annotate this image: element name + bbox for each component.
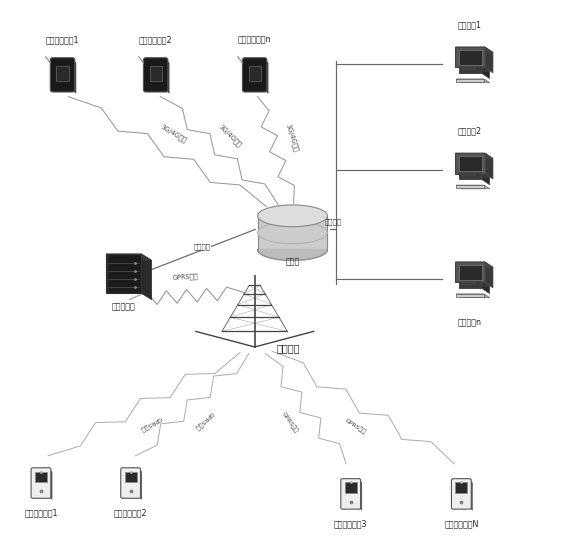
Text: 固定用户2: 固定用户2 [458,126,482,135]
Polygon shape [459,66,490,71]
Bar [459,265,481,280]
Polygon shape [485,153,493,179]
Polygon shape [470,480,473,510]
Text: 固定用户n: 固定用户n [458,318,482,327]
Bar [462,283,474,284]
Text: 移动平板用户n: 移动平板用户n [238,35,271,44]
Bar [459,281,481,288]
Polygon shape [485,262,493,288]
Text: GPRS通信: GPRS通信 [281,410,299,434]
FancyBboxPatch shape [31,468,51,498]
Text: 主站服务器: 主站服务器 [112,302,136,311]
Polygon shape [359,480,362,510]
Bar [456,79,484,82]
Polygon shape [73,60,76,93]
Polygon shape [264,60,268,93]
Polygon shape [455,262,493,267]
Text: 移动平板用户2: 移动平板用户2 [139,35,173,44]
Text: 前端监测装置N: 前端监测装置N [444,520,479,528]
FancyBboxPatch shape [121,468,140,498]
FancyBboxPatch shape [242,58,267,92]
Bar [345,482,357,493]
Polygon shape [166,60,169,93]
Ellipse shape [257,205,328,226]
Bar [459,66,481,73]
Text: GPRS通信: GPRS通信 [344,417,367,435]
Text: 有线网络: 有线网络 [325,218,342,225]
Polygon shape [456,294,490,298]
Ellipse shape [257,222,328,243]
Bar [106,254,141,293]
Bar [257,216,328,249]
Polygon shape [453,480,473,483]
Polygon shape [481,172,490,185]
Text: 3G/4G通信: 3G/4G通信 [159,124,187,144]
Bar [106,254,109,293]
Text: 前端监测装置2: 前端监测装置2 [114,509,147,517]
Polygon shape [459,281,490,286]
Polygon shape [456,79,490,83]
Polygon shape [455,153,493,159]
Polygon shape [146,60,169,63]
Bar [455,153,485,173]
FancyBboxPatch shape [249,66,261,82]
Polygon shape [49,469,52,499]
Bar [459,172,481,179]
Polygon shape [53,60,76,63]
Text: 移动平板用户1: 移动平板用户1 [46,35,80,44]
Text: 移动基站: 移动基站 [277,344,300,353]
Bar [459,156,481,171]
Text: 有线网络: 有线网络 [194,243,211,250]
Bar [462,68,474,69]
Polygon shape [485,47,493,73]
FancyBboxPatch shape [56,66,68,82]
Bar [456,294,484,297]
Polygon shape [455,47,493,53]
Polygon shape [106,254,152,260]
Bar [462,174,474,175]
FancyBboxPatch shape [452,479,472,509]
Text: 数据库: 数据库 [285,257,300,266]
Text: 固定用户1: 固定用户1 [458,20,482,29]
FancyBboxPatch shape [143,58,168,92]
FancyBboxPatch shape [341,479,360,509]
Text: 3G/4G通信: 3G/4G通信 [284,124,300,153]
Polygon shape [459,172,490,177]
Polygon shape [33,469,52,472]
Bar [456,482,467,493]
Text: GPRS通信: GPRS通信 [139,415,163,432]
Text: 前端监测装置1: 前端监测装置1 [24,509,58,517]
Polygon shape [456,185,490,189]
FancyBboxPatch shape [150,66,162,82]
Bar [455,47,485,67]
Text: GPRS通信: GPRS通信 [173,272,198,281]
Polygon shape [481,66,490,79]
Polygon shape [481,281,490,294]
Bar [459,50,481,65]
Polygon shape [257,249,328,260]
Polygon shape [141,254,152,300]
Bar [455,262,485,282]
Text: 3G/4G通信: 3G/4G通信 [218,123,243,148]
Text: GPRS通信: GPRS通信 [194,410,215,431]
FancyBboxPatch shape [50,58,75,92]
Bar [456,185,484,188]
Polygon shape [343,480,362,483]
Bar [125,472,136,482]
Polygon shape [245,60,268,63]
Bar [35,472,47,482]
Polygon shape [122,469,142,472]
Polygon shape [139,469,142,499]
Text: 前端监测装置3: 前端监测装置3 [334,520,367,528]
